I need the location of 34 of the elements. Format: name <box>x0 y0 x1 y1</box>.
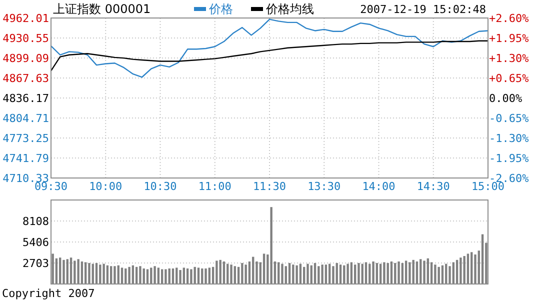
y-tick-label: 4899.09 <box>2 52 49 65</box>
y-tick-label: 8108 <box>22 214 49 228</box>
x-tick-label: 14:00 <box>362 180 396 193</box>
x-tick-label: 10:30 <box>144 180 177 193</box>
y2-tick-label: 0.00% <box>489 92 522 105</box>
x-tick-label: 11:00 <box>198 180 232 193</box>
x-tick-label: 13:30 <box>308 180 341 193</box>
y2-tick-label: +0.65% <box>489 72 530 85</box>
y2-tick-label: +1.30% <box>489 52 530 65</box>
y-tick-label: 4930.55 <box>2 32 49 45</box>
x-tick-label: 14:30 <box>416 180 450 193</box>
line-series <box>50 18 489 78</box>
x-tick-label: 10:00 <box>89 180 122 193</box>
legend-label: 价格均线 <box>265 2 314 16</box>
chart-subtitle: 2007-12-19 15:02:48 <box>360 3 486 16</box>
y2-tick-label: -0.65% <box>489 112 530 125</box>
y-tick-label: 2703 <box>22 256 49 270</box>
y-tick-label: 4836.17 <box>2 92 49 105</box>
text: Copyright 2007 <box>2 287 95 300</box>
y2-tick-label: -1.30% <box>489 132 530 145</box>
x-tick-label: 09:30 <box>34 180 68 193</box>
y2-tick-label: +1.95% <box>489 32 530 45</box>
line-series <box>50 40 489 72</box>
y-tick-label: 4773.25 <box>2 132 49 145</box>
y-tick-label: 5406 <box>22 236 49 249</box>
y2-tick-label: +2.60% <box>489 12 530 25</box>
y-tick-label: 4741.79 <box>2 152 49 165</box>
x-tick-label: 11:30 <box>252 180 286 193</box>
y-tick-label: 4962.01 <box>2 12 49 25</box>
legend-label: 价格 <box>208 2 233 16</box>
y2-tick-label: -1.95% <box>489 152 530 165</box>
y-tick-label: 4867.63 <box>2 72 49 85</box>
y-tick-label: 4804.71 <box>2 112 49 125</box>
chart-title: 上证指数 000001 <box>53 2 151 16</box>
